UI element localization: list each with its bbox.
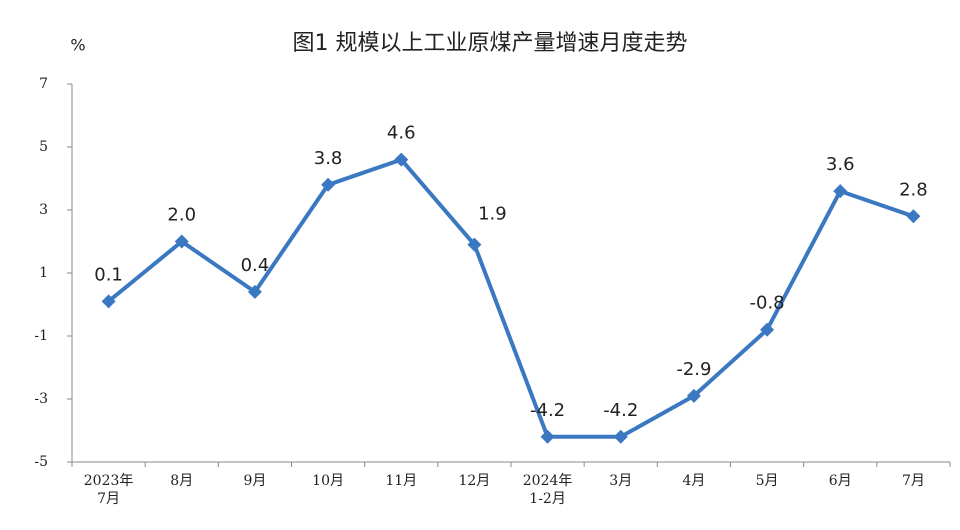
data-label: 2.0 xyxy=(167,205,196,226)
data-label: 0.1 xyxy=(94,264,123,285)
x-tick-label: 8月 xyxy=(170,473,194,489)
data-point xyxy=(174,234,189,249)
data-label: -4.2 xyxy=(603,400,638,421)
data-point xyxy=(101,294,116,309)
x-tick-label: 2024年 1-2月 xyxy=(522,473,573,507)
x-tick-label: 3月 xyxy=(609,473,633,489)
data-point xyxy=(540,429,555,444)
x-tick-label: 5月 xyxy=(755,473,779,489)
data-label: 0.4 xyxy=(241,255,270,276)
data-point xyxy=(394,152,409,167)
data-point xyxy=(760,322,775,337)
x-tick-label: 11月 xyxy=(385,473,418,489)
data-point xyxy=(833,184,848,199)
x-tick-label: 2023年 7月 xyxy=(83,473,134,507)
x-tick-label: 10月 xyxy=(312,473,344,489)
y-tick-label: -3 xyxy=(34,391,48,407)
data-point xyxy=(613,429,628,444)
y-axis-label: % xyxy=(70,36,85,55)
y-tick-label: 1 xyxy=(39,265,48,281)
y-tick-label: 5 xyxy=(39,139,48,155)
data-label: 1.9 xyxy=(478,204,507,225)
data-point xyxy=(686,388,701,403)
x-tick-label: 9月 xyxy=(243,473,267,489)
data-point xyxy=(906,209,921,224)
data-point xyxy=(467,237,482,252)
y-tick-label: -1 xyxy=(34,328,48,344)
data-label: 4.6 xyxy=(387,123,416,144)
x-tick-label: 4月 xyxy=(682,473,706,489)
data-label: 3.8 xyxy=(314,148,343,169)
data-label: -4.2 xyxy=(530,400,565,421)
x-tick-label: 12月 xyxy=(458,473,491,489)
x-tick-label: 7月 xyxy=(901,473,925,489)
data-point xyxy=(247,284,262,299)
data-point xyxy=(321,177,336,192)
y-tick-label: 3 xyxy=(39,202,48,218)
chart-title: 图1 规模以上工业原煤产量增速月度走势 xyxy=(293,31,688,56)
data-line xyxy=(107,157,915,439)
y-tick-label: -5 xyxy=(34,454,48,470)
y-tick-label: 7 xyxy=(39,76,48,92)
data-label: 2.8 xyxy=(899,179,928,200)
data-label: 3.6 xyxy=(826,154,855,175)
data-label: -2.9 xyxy=(676,359,711,380)
x-tick-label: 6月 xyxy=(828,473,852,489)
data-label: -0.8 xyxy=(750,293,785,314)
